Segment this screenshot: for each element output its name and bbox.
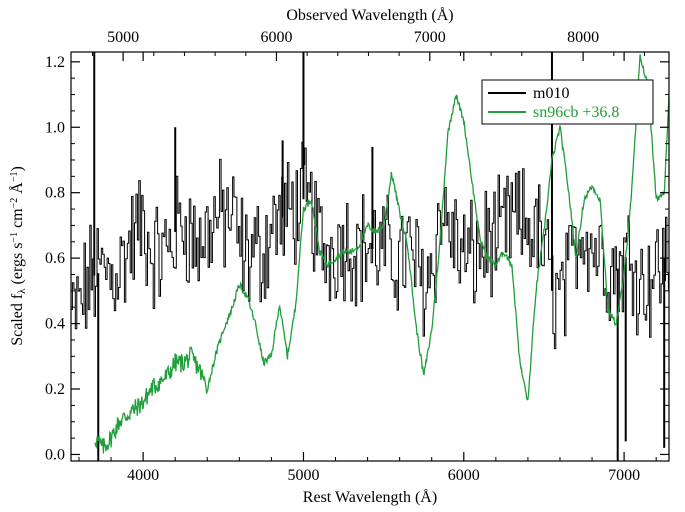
y-label-exp1: −1 bbox=[9, 232, 20, 243]
y-label-ang: Å bbox=[8, 182, 26, 198]
legend-label-m010: m010 bbox=[533, 85, 569, 102]
series-layer bbox=[71, 52, 669, 461]
x-tick-label: 4000 bbox=[127, 467, 159, 484]
x2-tick-label: 8000 bbox=[567, 29, 599, 46]
y-tick-label: 0.0 bbox=[45, 446, 65, 463]
y-label-cm: cm bbox=[9, 208, 26, 232]
x-tick-label: 6000 bbox=[448, 467, 480, 484]
y-tick-label: 0.6 bbox=[45, 250, 65, 267]
x-tick-label: 5000 bbox=[287, 467, 319, 484]
y-tick-label: 0.8 bbox=[45, 185, 65, 202]
x2-tick-label: 5000 bbox=[107, 29, 139, 46]
series-sn96cb-line bbox=[94, 54, 669, 454]
y-label-prefix: Scaled f bbox=[9, 293, 26, 346]
x2-tick-label: 7000 bbox=[414, 29, 446, 46]
y-tick-label: 1.0 bbox=[45, 119, 65, 136]
x-axis-label: Rest Wavelength (Å) bbox=[303, 488, 437, 506]
y-label-close: ) bbox=[9, 166, 26, 171]
y-label-exp3: −1 bbox=[9, 172, 20, 183]
series-m010-line bbox=[71, 141, 669, 350]
legend-label-sn96cb: sn96cb +36.8 bbox=[533, 104, 619, 121]
y-label-units: (ergs s bbox=[9, 243, 26, 289]
y-tick-label: 1.2 bbox=[45, 54, 65, 71]
y-label-exp2: −2 bbox=[9, 198, 20, 209]
axes-layer: 4000 5000 6000 7000 5000 6000 7000 8000 0.0 0.2 0.… bbox=[45, 29, 669, 484]
y-tick-label: 0.4 bbox=[45, 316, 65, 333]
plot-frame bbox=[70, 51, 670, 462]
x-tick-label: 7000 bbox=[608, 467, 640, 484]
x2-tick-label: 6000 bbox=[260, 29, 292, 46]
y-tick-label: 0.2 bbox=[45, 381, 65, 398]
y-label-sub: λ bbox=[16, 288, 28, 294]
legend-box bbox=[481, 79, 654, 125]
y-axis-label: Scaled fλ (ergs s−1 cm−2 Å−1) bbox=[8, 166, 28, 346]
top-axis-label: Observed Wavelength (Å) bbox=[286, 6, 453, 24]
legend: m010 sn96cb +36.8 bbox=[481, 79, 654, 125]
